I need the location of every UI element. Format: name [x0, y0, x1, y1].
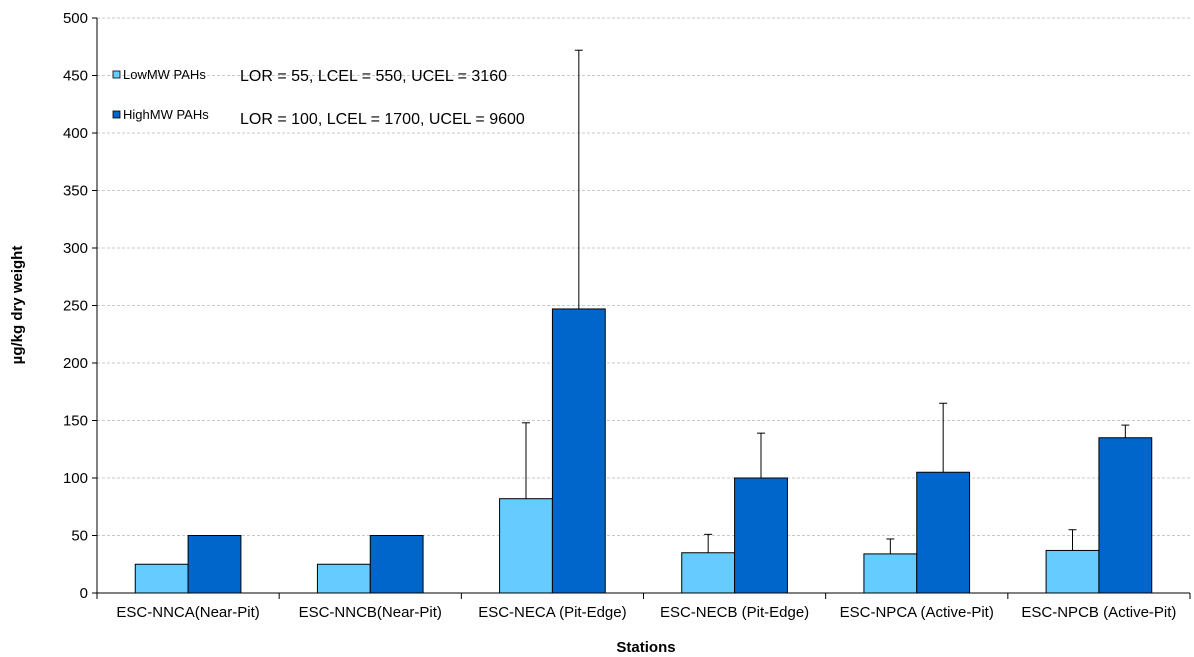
y-tick-label: 100 [63, 470, 88, 487]
legend-swatch-low [112, 70, 121, 79]
bar-low-mw [681, 552, 736, 594]
y-tick-label: 500 [63, 10, 88, 27]
x-tick-label: ESC-NNCA(Near-Pit) [116, 604, 259, 621]
x-axis-title: Stations [616, 639, 675, 656]
annotation-low: LOR = 55, LCEL = 550, UCEL = 3160 [240, 68, 507, 85]
y-tick-label: 50 [71, 528, 88, 545]
bar-high-mw [1098, 437, 1153, 594]
axes [92, 17, 1191, 599]
legend-label-low: LowMW PAHs [123, 67, 206, 82]
y-axis-title: µg/kg dry weight [9, 246, 26, 365]
bar-low-mw [863, 553, 918, 594]
x-tick-label: ESC-NECB (Pit-Edge) [660, 604, 809, 621]
y-tick-label: 200 [63, 355, 88, 372]
bar-low-mw [316, 563, 371, 594]
bar-high-mw [734, 477, 788, 594]
legend-label-high: HighMW PAHs [123, 107, 209, 122]
x-tick-label: ESC-NNCB(Near-Pit) [299, 604, 442, 621]
y-tick-label: 350 [63, 183, 88, 200]
y-tick-label: 250 [63, 298, 88, 315]
bar-low-mw [499, 498, 553, 594]
x-tick-labels: ESC-NNCA(Near-Pit) ESC-NNCB(Near-Pit) ESC-… [116, 604, 1176, 621]
y-tick-label: 150 [63, 413, 88, 430]
x-tick-label: ESC-NECA (Pit-Edge) [478, 604, 626, 621]
bars [134, 308, 1153, 594]
bar-high-mw [551, 308, 606, 594]
annotation-high: LOR = 100, LCEL = 1700, UCEL = 9600 [240, 111, 525, 128]
bar-low-mw [1045, 549, 1100, 594]
error-bars [522, 49, 1130, 554]
bar-high-mw [369, 535, 424, 594]
bar-low-mw [134, 563, 189, 594]
x-tick-label: ESC-NPCB (Active-Pit) [1021, 604, 1176, 621]
bar-high-mw [187, 535, 242, 594]
bar-high-mw [916, 471, 971, 594]
gridlines [97, 17, 1190, 536]
legend-swatch-high [112, 110, 121, 119]
y-tick-label: 450 [63, 68, 88, 85]
x-tick-label: ESC-NPCA (Active-Pit) [840, 604, 994, 621]
legend: LowMW PAHs HighMW PAHs [112, 67, 209, 122]
y-tick-label: 400 [63, 125, 88, 142]
y-tick-label: 0 [80, 585, 88, 602]
y-tick-labels: 0 50 100 150 200 250 300 350 400 450 500 [63, 10, 88, 602]
y-tick-label: 300 [63, 240, 88, 257]
